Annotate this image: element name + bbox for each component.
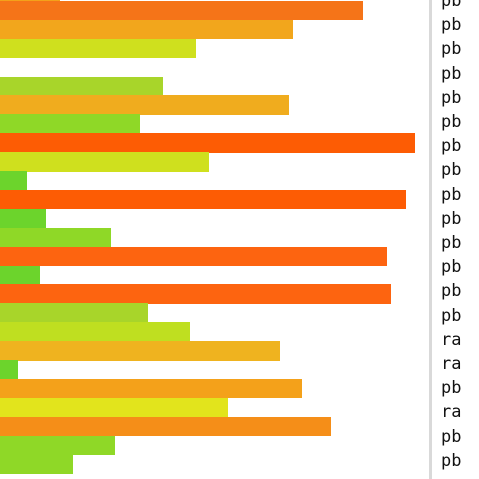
bar	[0, 379, 302, 399]
bar	[0, 341, 280, 361]
row-label: pb	[441, 134, 461, 158]
row-label: pb	[441, 0, 461, 13]
row-label: ra	[441, 328, 461, 352]
row-label: pb	[441, 110, 461, 134]
bar	[0, 133, 415, 153]
bar	[0, 228, 111, 248]
bar	[0, 171, 27, 191]
bar	[0, 190, 406, 210]
bar	[0, 39, 196, 59]
bar	[0, 266, 40, 286]
row-label: ra	[441, 352, 461, 376]
bar	[0, 284, 391, 304]
bar	[0, 77, 163, 97]
row-label: pb	[441, 37, 461, 61]
row-label: pb	[441, 425, 461, 449]
bar	[0, 455, 73, 475]
row-label: pb	[441, 255, 461, 279]
bar	[0, 114, 140, 134]
row-label: pb	[441, 376, 461, 400]
row-label: ra	[441, 400, 461, 424]
bar	[0, 152, 209, 172]
bar	[0, 95, 289, 115]
row-label: pb	[441, 449, 461, 473]
bar	[0, 209, 46, 229]
row-label: pb	[441, 279, 461, 303]
bar	[0, 417, 331, 437]
row-label: pb	[441, 62, 461, 86]
row-label: pb	[441, 231, 461, 255]
row-label: pb	[441, 86, 461, 110]
bar	[0, 247, 387, 267]
row-label: pb	[441, 304, 461, 328]
bar	[0, 398, 228, 418]
divider	[429, 0, 432, 479]
bar	[0, 20, 293, 40]
bar-chart	[0, 0, 425, 479]
row-label: pb	[441, 158, 461, 182]
bar	[0, 303, 148, 323]
row-label: pb	[441, 183, 461, 207]
bar	[0, 1, 363, 21]
bar	[0, 322, 190, 342]
label-column: pb pb pb pb pb pb pb pb pb pb pb pb pb p…	[441, 0, 479, 479]
bar	[0, 360, 18, 380]
bar	[0, 436, 115, 456]
row-label: pb	[441, 13, 461, 37]
row-label: pb	[441, 207, 461, 231]
